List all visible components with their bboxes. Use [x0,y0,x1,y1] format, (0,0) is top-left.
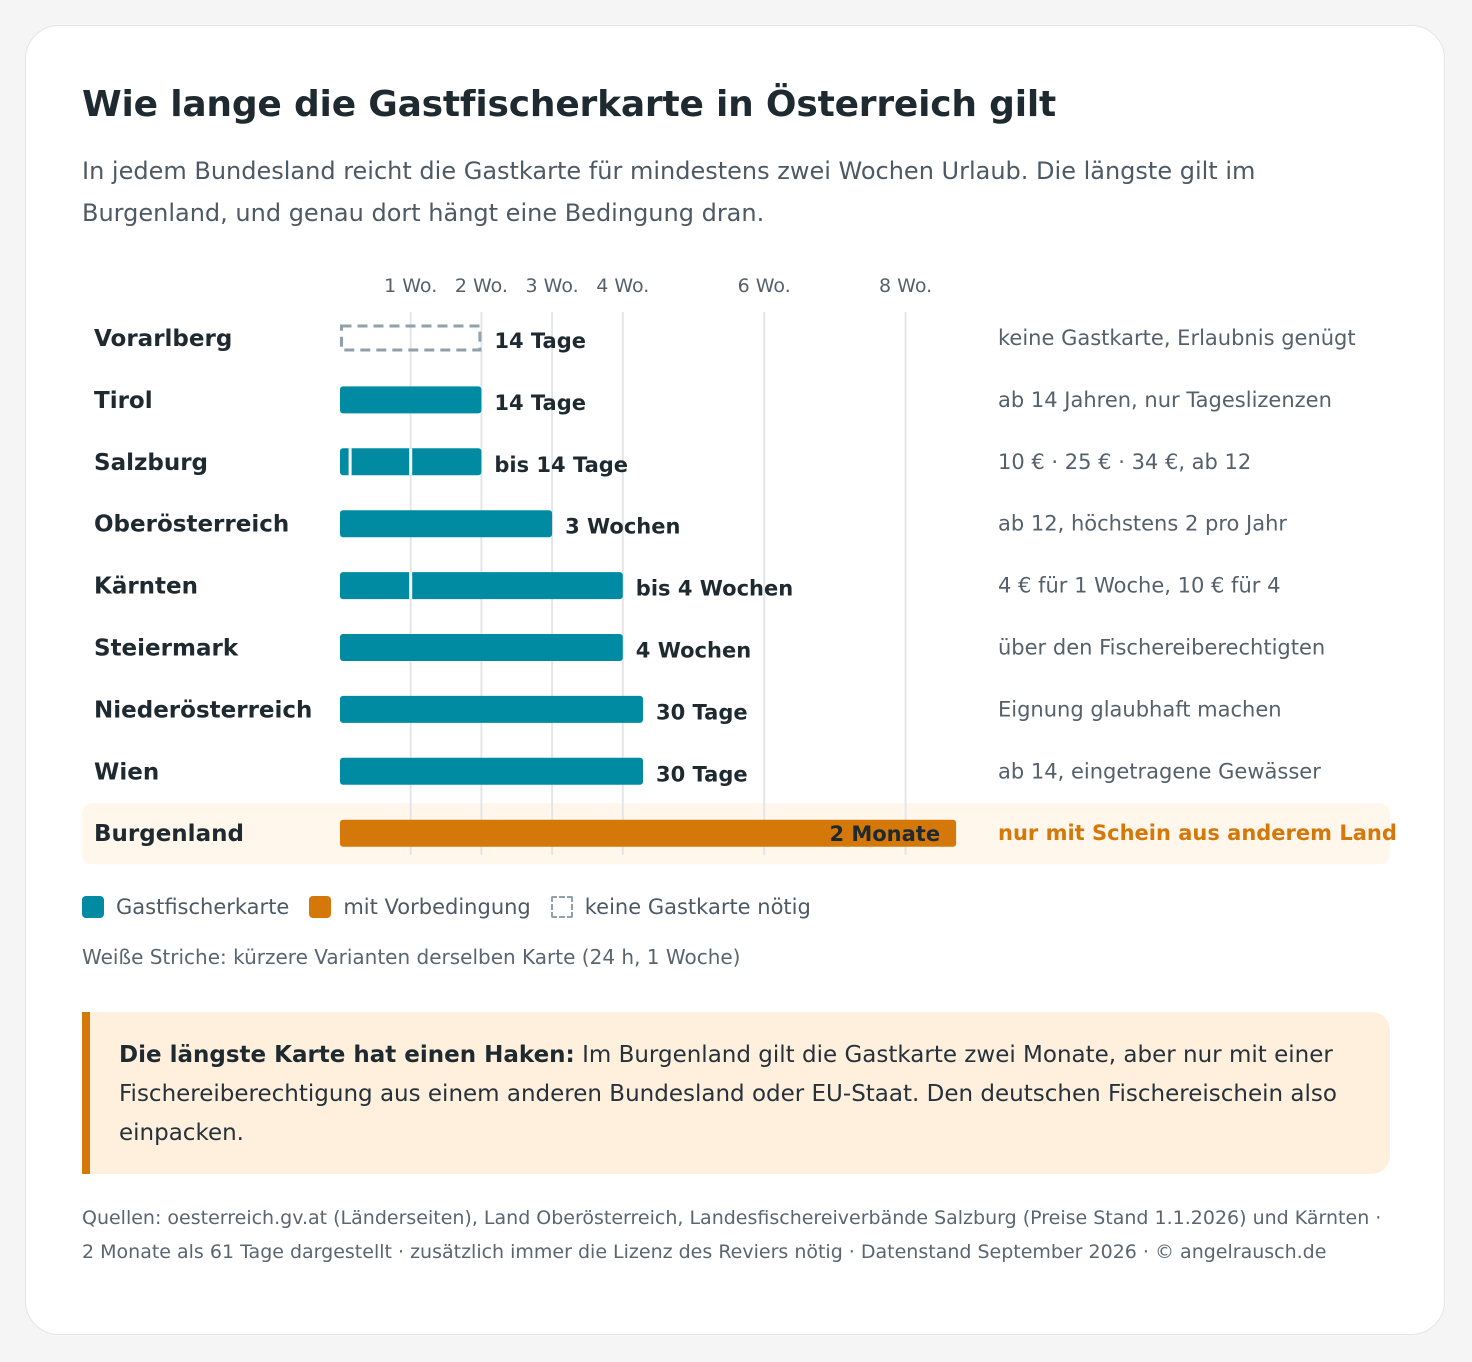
bar-value-label: 4 Wochen [636,639,751,663]
legend-item-none: keine Gastkarte nötig [550,895,811,919]
region-label: Steiermark [94,636,239,662]
variants-note: Weiße Striche: kürzere Varianten derselb… [82,945,741,969]
row-note: ab 14, eingetragene Gewässer [998,759,1321,783]
bar [340,819,957,847]
x-tick-label: 8 Wo. [879,275,932,297]
x-tick-label: 1 Wo. [384,275,437,297]
x-tick-label: 2 Wo. [455,275,508,297]
legend: Gastfischerkarte mit Vorbedingung keine … [82,892,831,922]
region-label: Vorarlberg [94,326,232,352]
row-note: ab 14 Jahren, nur Tageslizenzen [998,388,1332,412]
callout-lead: Die längste Karte hat einen Haken: [119,1042,575,1068]
bar-value-label: 14 Tage [494,391,586,415]
row-note: Eignung glaubhaft machen [998,697,1282,721]
legend-swatch-none [550,896,573,918]
row-note: über den Fischereiberechtigten [998,636,1325,660]
variant-mark [409,572,413,600]
legend-item-vorbedingung: mit Vorbedingung [309,895,531,919]
region-label: Niederösterreich [94,697,312,723]
callout-box: Die längste Karte hat einen Haken: Im Bu… [82,1012,1390,1174]
row-note: nur mit Schein aus anderem Land [998,821,1397,845]
legend-label-none: keine Gastkarte nötig [584,895,811,919]
row-note: 4 € für 1 Woche, 10 € für 4 [998,574,1280,598]
bar [340,510,553,538]
bar-dashed [340,324,482,352]
bar-chart: 1 Wo. 2 Wo. 3 Wo. 4 Wo. 6 Wo. 8 Wo. Vorarlberg… [82,275,1397,865]
bar [340,757,643,785]
legend-label-vorbedingung: mit Vorbedingung [343,895,531,919]
bar-value-label: 3 Wochen [565,515,680,539]
row-note: keine Gastkarte, Erlaubnis genügt [998,326,1356,350]
bar [340,634,623,661]
sources: Quellen: oesterreich.gv.at (Länderseiten… [82,1207,1382,1263]
bar-value-label: 2 Monate [829,822,940,846]
bar-value-label: 30 Tage [656,762,748,786]
region-label: Oberösterreich [94,512,289,538]
region-label: Burgenland [94,821,244,847]
region-label: Kärnten [94,574,198,600]
legend-label-gastkarte: Gastfischerkarte [116,895,290,919]
bar-value-label: bis 14 Tage [494,453,628,477]
region-label: Salzburg [94,450,208,476]
bar [340,695,643,723]
bar [340,386,482,414]
legend-swatch-vorbedingung [309,896,332,918]
callout-text: Im Burgenland gilt die Gastkarte zwei Mo… [119,1042,1337,1146]
row-note: ab 12, höchstens 2 pro Jahr [998,512,1287,536]
chart-title: Wie lange die Gastfischerkarte in Österr… [82,84,1057,125]
x-tick-label: 4 Wo. [596,275,649,297]
bar [340,572,623,600]
x-tick-label: 6 Wo. [738,275,791,297]
region-label: Tirol [94,388,153,414]
legend-item-gastkarte: Gastfischerkarte [82,895,289,919]
row-note: 10 € · 25 € · 34 €, ab 12 [998,450,1251,474]
legend-swatch-gastkarte [82,896,104,918]
variant-mark [348,448,352,476]
chart-subtitle: In jedem Bundesland reicht die Gastkarte… [82,157,1256,227]
bar-value-label: 30 Tage [656,700,748,724]
bar-value-label: 14 Tage [494,329,586,353]
region-label: Wien [94,759,159,785]
x-tick-label: 3 Wo. [526,275,579,297]
bar-value-label: bis 4 Wochen [636,577,793,601]
variant-mark [409,448,413,476]
